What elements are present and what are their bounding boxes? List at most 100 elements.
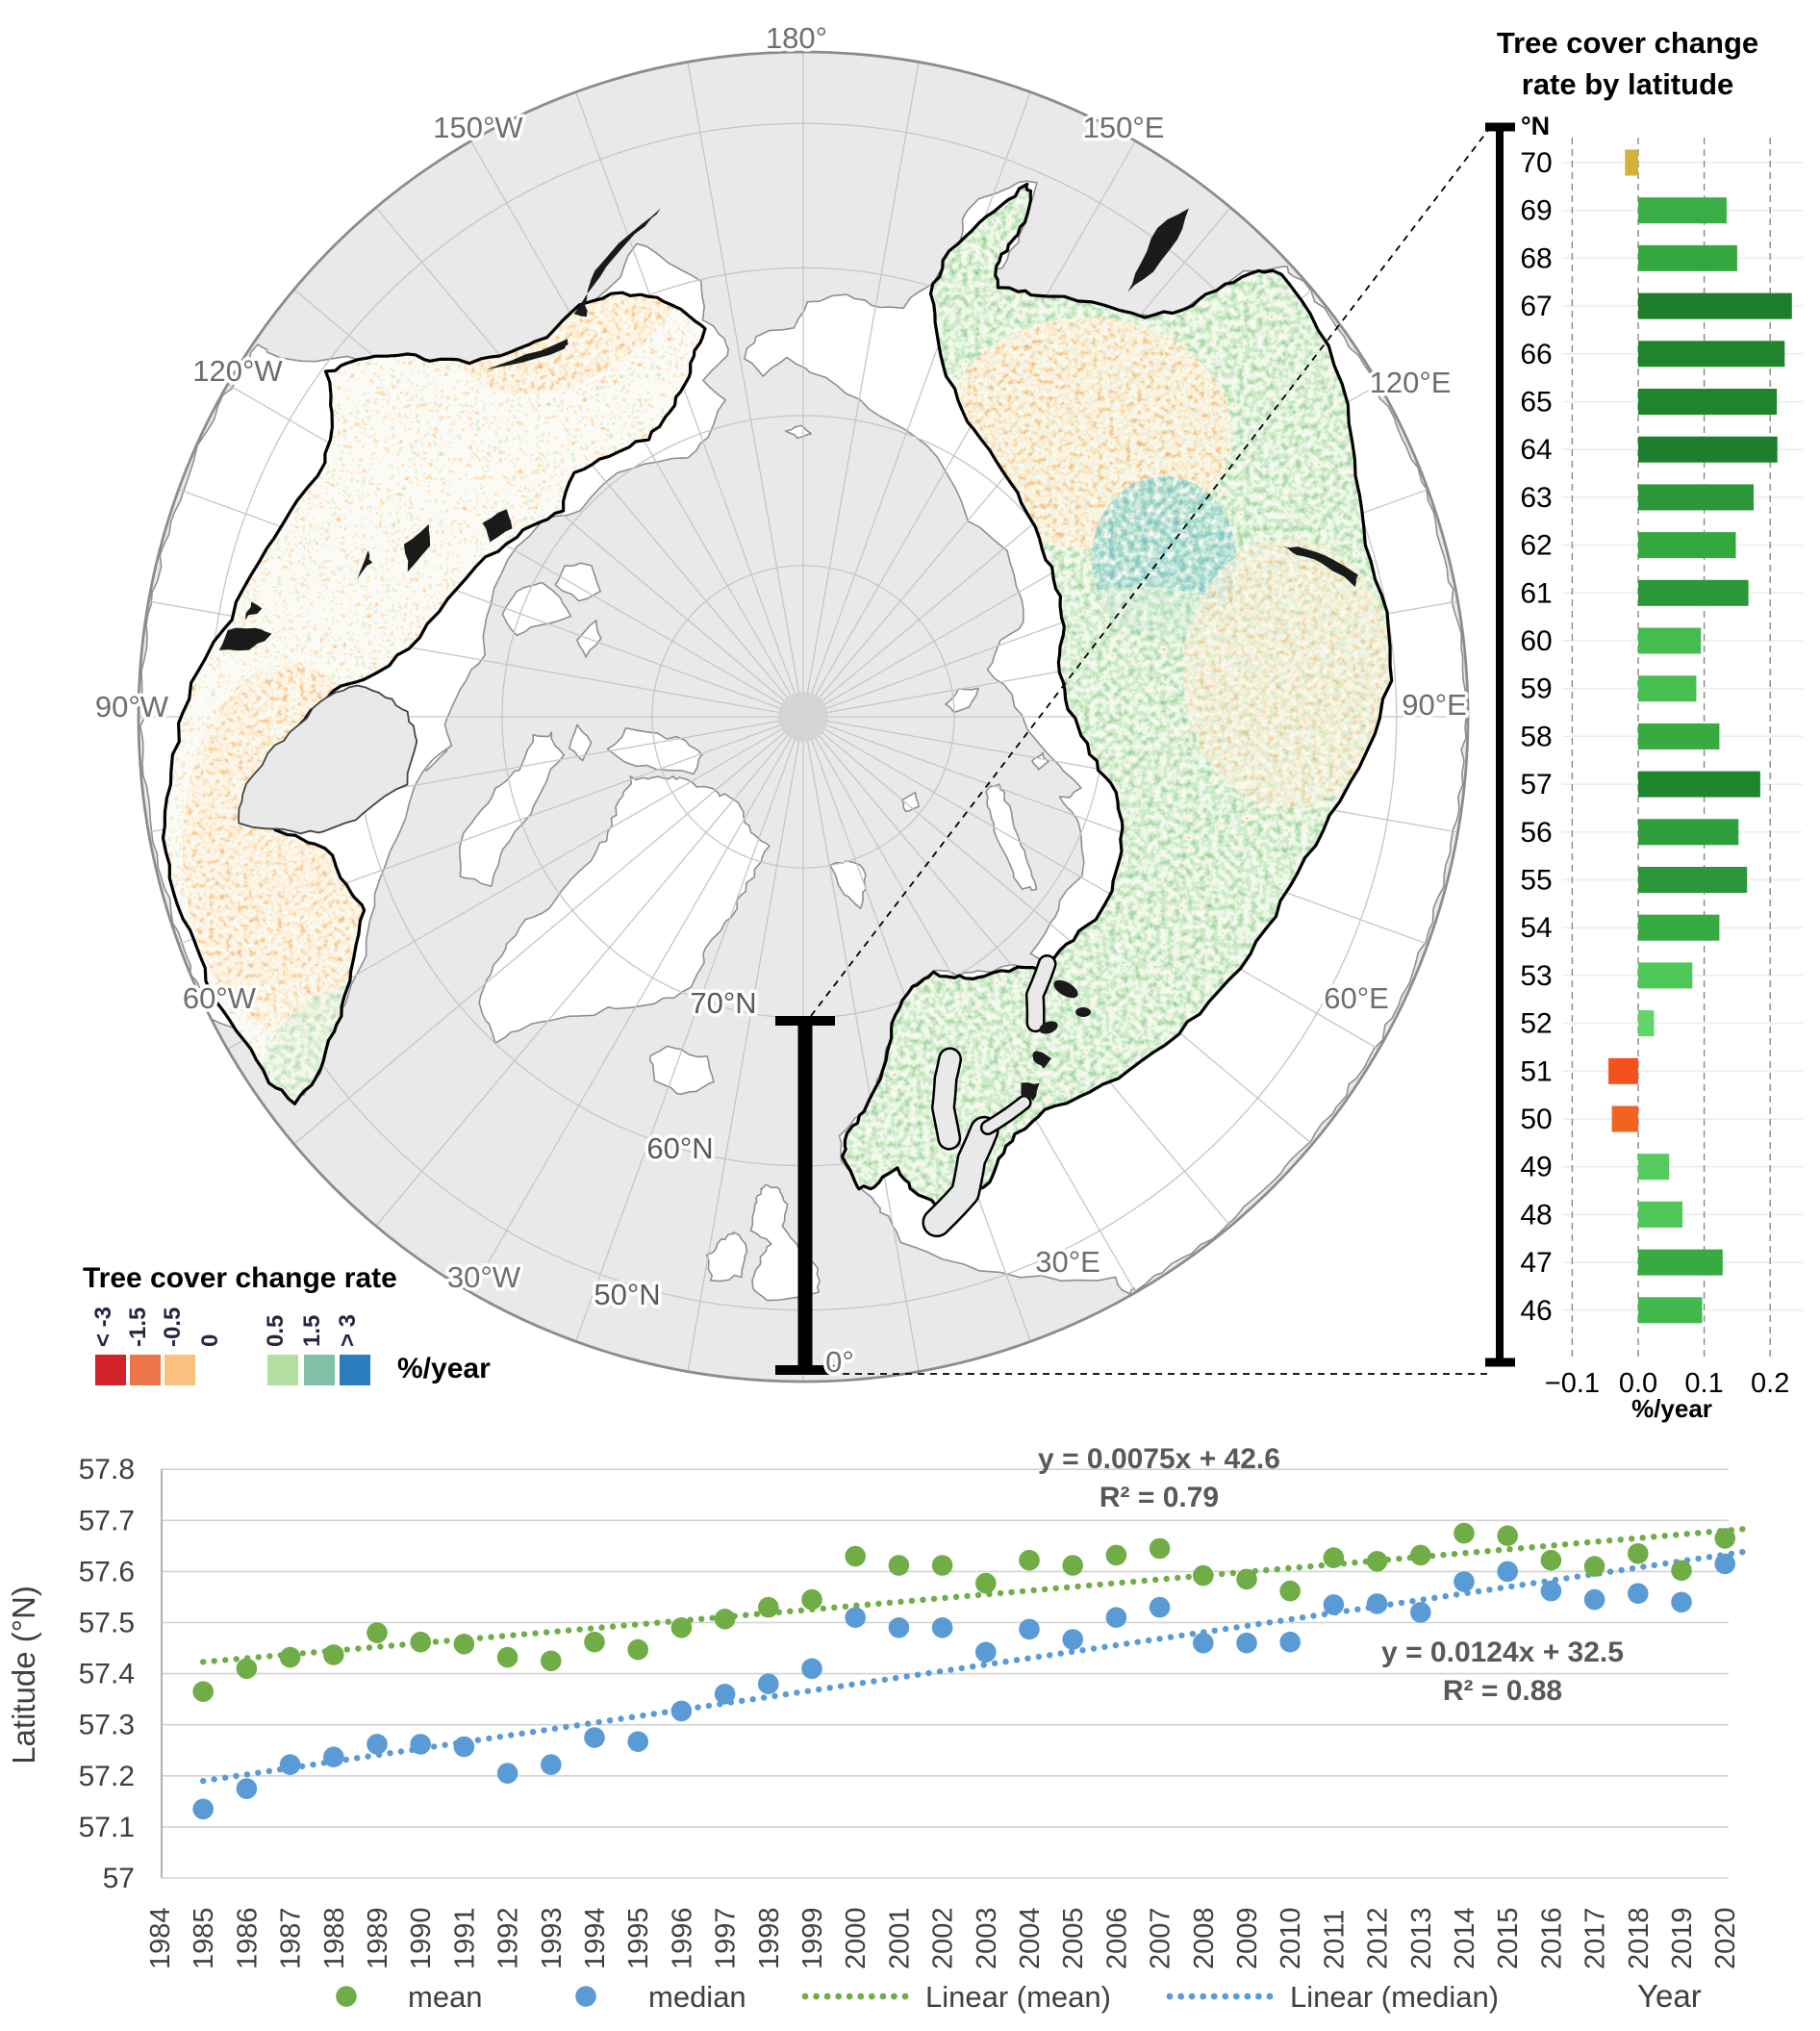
svg-text:68: 68: [1520, 242, 1552, 274]
svg-text:60°E: 60°E: [1324, 981, 1389, 1015]
svg-text:62: 62: [1520, 530, 1552, 562]
svg-text:65: 65: [1520, 387, 1552, 419]
svg-text:2004: 2004: [1015, 1907, 1046, 1969]
svg-text:1995: 1995: [623, 1907, 654, 1969]
svg-text:90°W: 90°W: [95, 690, 169, 724]
svg-text:1990: 1990: [406, 1907, 437, 1969]
svg-text:R² = 0.79: R² = 0.79: [1100, 1482, 1219, 1513]
svg-text:55: 55: [1520, 865, 1552, 897]
svg-text:57.6: 57.6: [79, 1556, 135, 1587]
svg-text:median: median: [648, 1980, 746, 2014]
svg-text:57.4: 57.4: [79, 1659, 135, 1690]
svg-text:0°: 0°: [825, 1345, 854, 1379]
svg-text:1985: 1985: [189, 1907, 219, 1969]
svg-text:2020: 2020: [1710, 1907, 1741, 1969]
svg-text:50°N: 50°N: [594, 1278, 660, 1311]
svg-text:mean: mean: [408, 1980, 483, 2014]
svg-text:120°W: 120°W: [192, 354, 283, 388]
svg-text:1998: 1998: [754, 1907, 785, 1969]
svg-text:2012: 2012: [1363, 1907, 1394, 1969]
svg-text:52: 52: [1520, 1008, 1552, 1040]
svg-text:57.1: 57.1: [79, 1812, 135, 1843]
svg-text:< -3: < -3: [90, 1307, 116, 1347]
svg-text:2001: 2001: [884, 1907, 915, 1969]
svg-text:y = 0.0075x + 42.6: y = 0.0075x + 42.6: [1038, 1443, 1280, 1475]
svg-text:2007: 2007: [1146, 1907, 1176, 1969]
svg-text:51: 51: [1520, 1055, 1552, 1087]
svg-text:53: 53: [1520, 960, 1552, 992]
svg-text:2000: 2000: [841, 1907, 872, 1969]
svg-text:1996: 1996: [667, 1907, 697, 1969]
svg-text:−0.1: −0.1: [1545, 1368, 1600, 1399]
svg-text:150°E: 150°E: [1083, 111, 1165, 144]
svg-text:> 3: > 3: [335, 1314, 361, 1347]
svg-text:1993: 1993: [537, 1907, 568, 1969]
svg-text:57.2: 57.2: [79, 1761, 135, 1792]
svg-text:57.5: 57.5: [79, 1608, 135, 1639]
svg-text:R² = 0.88: R² = 0.88: [1443, 1675, 1562, 1707]
svg-text:1.5: 1.5: [299, 1315, 325, 1347]
svg-text:180°: 180°: [766, 21, 827, 55]
svg-text:%/year: %/year: [1631, 1394, 1712, 1423]
svg-text:69: 69: [1520, 195, 1552, 227]
svg-text:Linear (mean): Linear (mean): [925, 1980, 1111, 2014]
svg-text:49: 49: [1520, 1152, 1552, 1183]
svg-text:2005: 2005: [1058, 1907, 1089, 1969]
svg-text:60°W: 60°W: [183, 981, 257, 1015]
svg-text:60°N: 60°N: [646, 1131, 713, 1165]
svg-text:66: 66: [1520, 339, 1552, 370]
svg-text:Linear (median): Linear (median): [1290, 1980, 1499, 2014]
svg-text:-0.5: -0.5: [160, 1307, 186, 1347]
svg-text:46: 46: [1520, 1295, 1552, 1327]
svg-text:60: 60: [1520, 625, 1552, 657]
svg-text:57.7: 57.7: [79, 1505, 135, 1536]
svg-text:90°E: 90°E: [1402, 688, 1467, 722]
svg-text:1988: 1988: [319, 1907, 350, 1969]
svg-text:30°E: 30°E: [1035, 1245, 1100, 1279]
svg-text:2014: 2014: [1450, 1907, 1480, 1969]
svg-text:1987: 1987: [276, 1907, 307, 1969]
svg-text:1984: 1984: [145, 1907, 176, 1969]
svg-text:2006: 2006: [1101, 1907, 1132, 1969]
svg-text:150°W: 150°W: [433, 111, 523, 144]
svg-text:58: 58: [1520, 721, 1552, 752]
svg-text:1986: 1986: [232, 1907, 263, 1969]
svg-text:0.2: 0.2: [1751, 1368, 1789, 1399]
svg-text:56: 56: [1520, 817, 1552, 849]
svg-text:1992: 1992: [493, 1907, 524, 1969]
svg-text:61: 61: [1520, 577, 1552, 609]
svg-text:°N: °N: [1521, 112, 1550, 140]
svg-text:Year: Year: [1637, 1978, 1702, 2014]
svg-text:2011: 2011: [1319, 1910, 1350, 1969]
svg-text:50: 50: [1520, 1104, 1552, 1135]
svg-text:1997: 1997: [711, 1907, 742, 1969]
svg-text:70: 70: [1520, 147, 1552, 179]
svg-text:1989: 1989: [363, 1907, 393, 1969]
svg-text:2016: 2016: [1536, 1907, 1567, 1969]
svg-text:64: 64: [1520, 434, 1552, 466]
svg-text:1994: 1994: [580, 1907, 611, 1969]
svg-text:54: 54: [1520, 912, 1552, 944]
svg-text:63: 63: [1520, 482, 1552, 514]
svg-text:57: 57: [103, 1863, 135, 1894]
svg-text:59: 59: [1520, 673, 1552, 705]
svg-text:rate by latitude: rate by latitude: [1522, 67, 1734, 101]
svg-text:120°E: 120°E: [1370, 366, 1452, 399]
svg-text:Tree cover change: Tree cover change: [1497, 26, 1758, 60]
svg-text:2018: 2018: [1624, 1907, 1655, 1969]
svg-text:1991: 1991: [449, 1907, 480, 1969]
svg-text:57: 57: [1520, 769, 1552, 800]
svg-text:67: 67: [1520, 291, 1552, 322]
svg-text:2008: 2008: [1189, 1907, 1220, 1969]
svg-text:2015: 2015: [1493, 1907, 1524, 1969]
svg-text:30°W: 30°W: [447, 1260, 521, 1294]
svg-text:2009: 2009: [1232, 1907, 1263, 1969]
svg-text:0.5: 0.5: [263, 1315, 289, 1347]
svg-text:2013: 2013: [1406, 1907, 1437, 1969]
svg-text:2003: 2003: [972, 1907, 1002, 1969]
svg-text:Tree cover change rate: Tree cover change rate: [83, 1262, 397, 1294]
svg-text:-1.5: -1.5: [125, 1307, 151, 1347]
svg-text:Latitude (°N): Latitude (°N): [6, 1586, 41, 1764]
svg-text:y = 0.0124x + 32.5: y = 0.0124x + 32.5: [1381, 1637, 1624, 1668]
svg-text:0.1: 0.1: [1684, 1368, 1723, 1399]
